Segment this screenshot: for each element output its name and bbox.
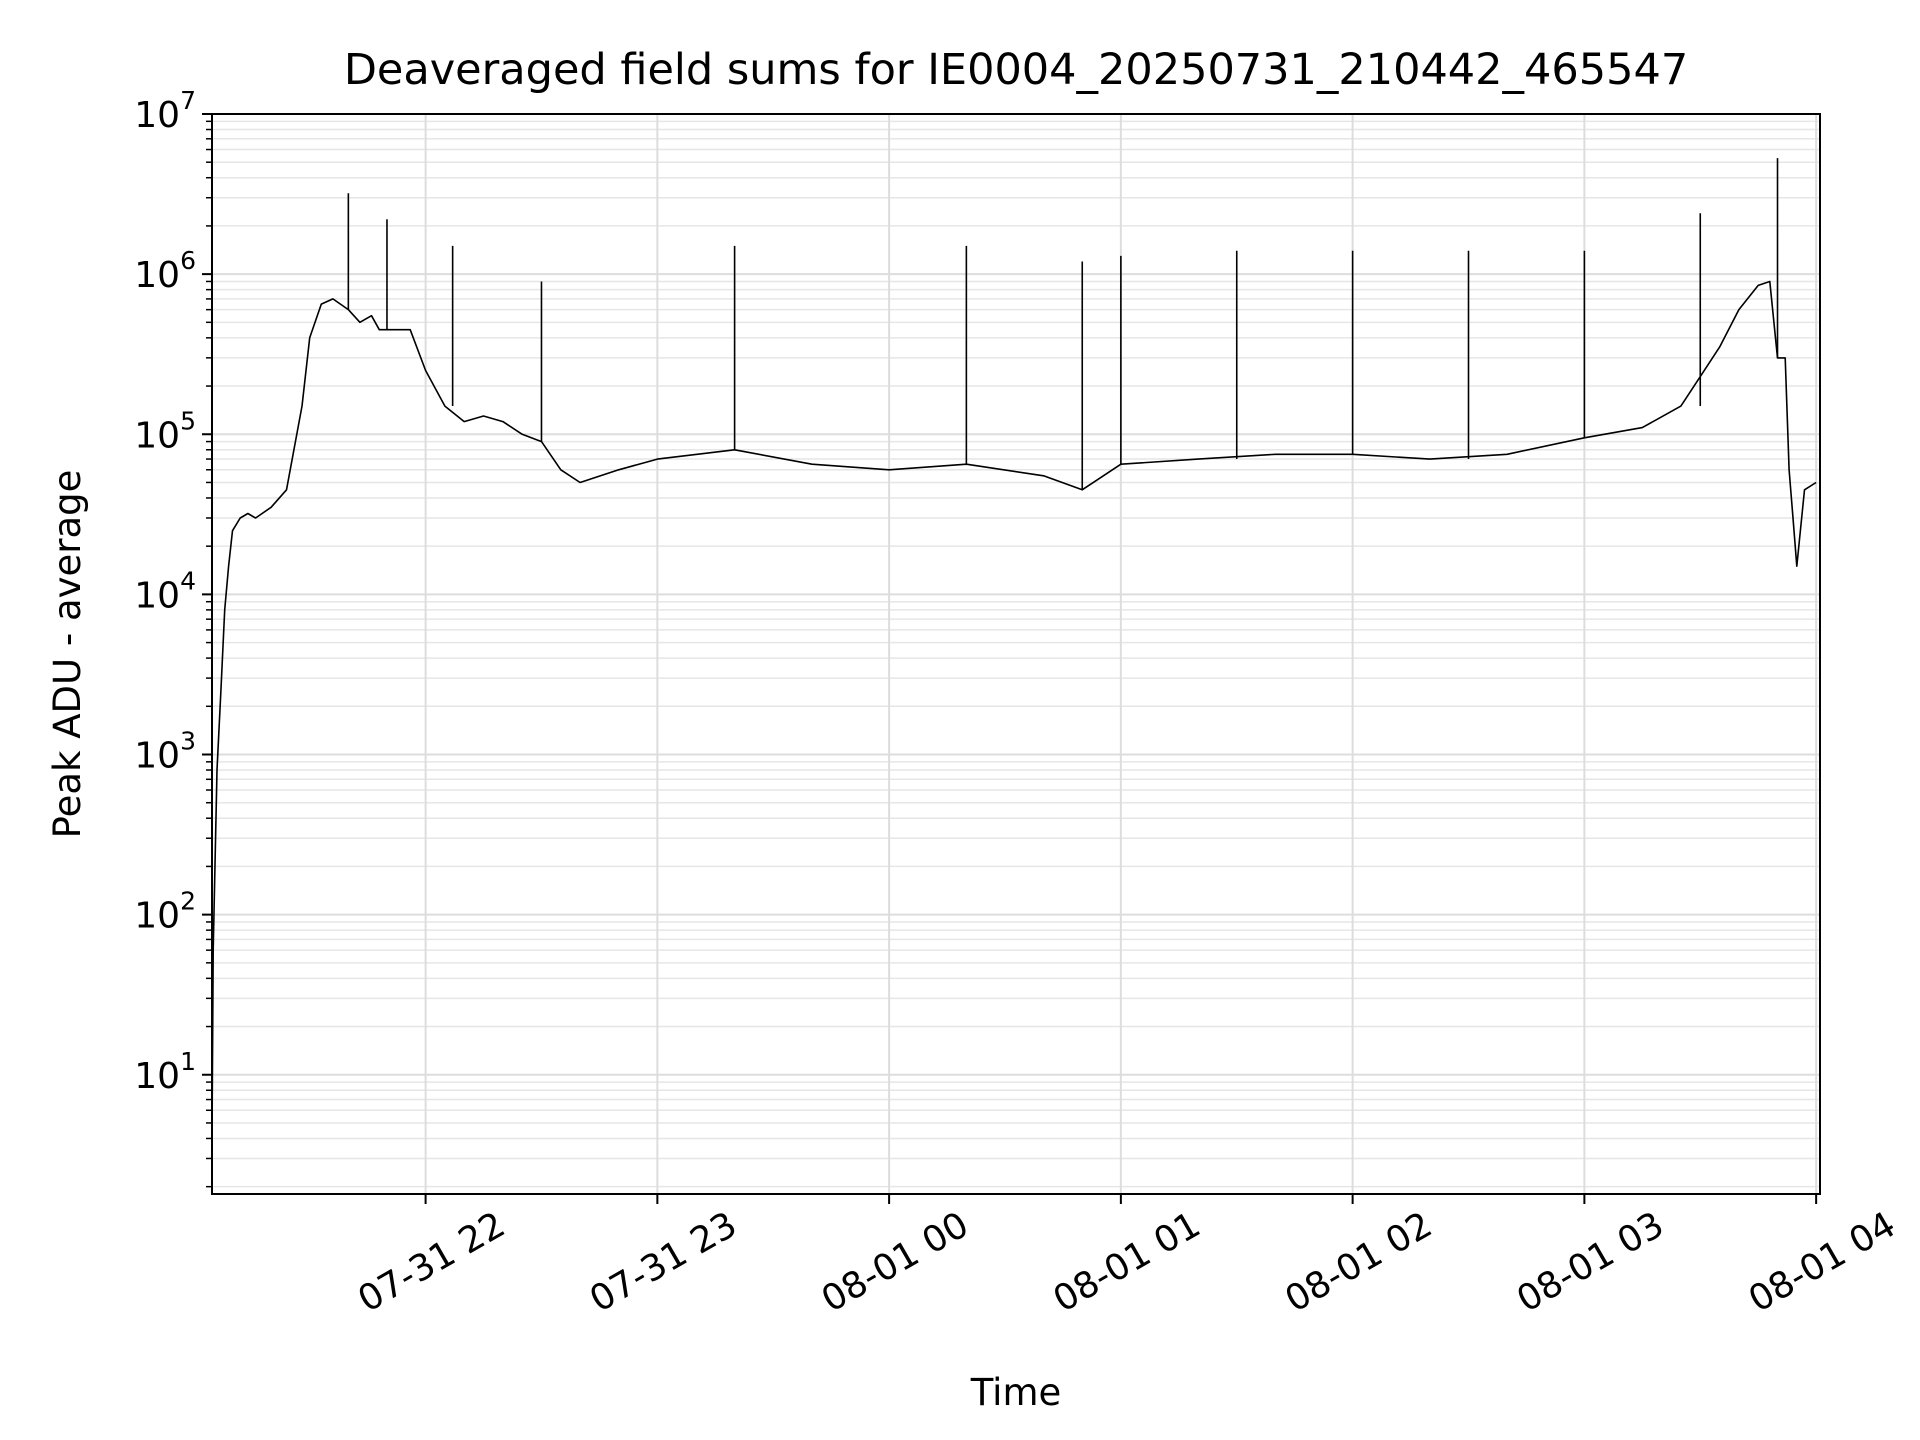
- y-axis-label: Peak ADU - average: [46, 470, 89, 839]
- grid: [212, 113, 1820, 1194]
- y-tick-label: 104: [134, 566, 196, 616]
- data-series: [211, 158, 1817, 1139]
- y-tick-label: 102: [134, 887, 196, 937]
- plot-frame: [211, 113, 1821, 1195]
- x-axis-label: Time: [970, 1371, 1062, 1414]
- chart-title: Deaveraged field sums for IE0004_2025073…: [344, 45, 1688, 95]
- series-line: [211, 280, 1817, 1139]
- y-tick-label: 105: [134, 406, 196, 456]
